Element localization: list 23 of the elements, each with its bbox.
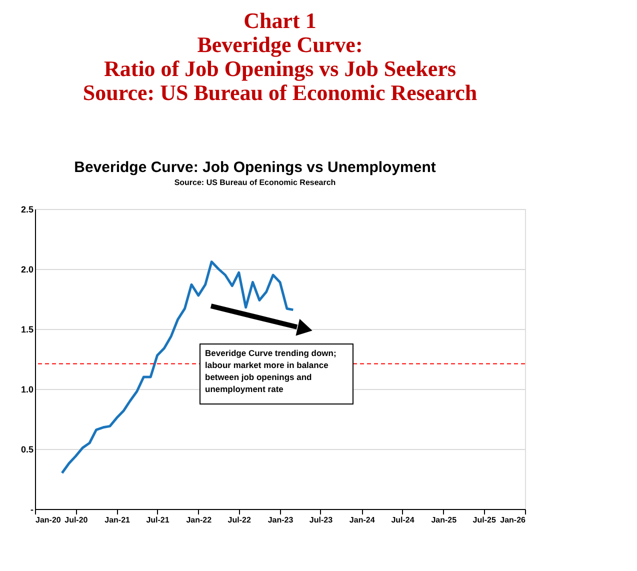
y-tick-label: 0.5: [20, 444, 34, 454]
y-tick-label: -: [30, 504, 34, 514]
source-note: Source: US Bureau of Economic Research: [174, 178, 336, 187]
y-tick-label: 1.0: [20, 384, 34, 394]
y-tick-label: 1.5: [20, 324, 34, 334]
x-tick-label: Jul-22: [228, 516, 252, 524]
x-tick-label: Jul-23: [309, 516, 334, 524]
y-tick-label: 2.5: [20, 204, 34, 214]
y-tick-label: 2.0: [20, 264, 34, 274]
chart-title: Chart 1 Beveridge Curve: Ratio of Job Openings vs Job Seekers Source: US Bureau of Economic Research: [82, 8, 478, 105]
x-tick-label: Jul-25: [472, 516, 496, 524]
x-tick-label: Jul-24: [391, 516, 415, 524]
x-tick-label: Jul-21: [146, 516, 170, 524]
x-tick-label: Jan-26: [500, 516, 526, 524]
text: Beveridge Curve: Job Openings vs Unemployment: [74, 159, 436, 176]
x-tick-label: Jan-20: [36, 516, 62, 524]
annotation: Beveridge Curve trending down; labour market more in balance between job openings and unemployment rate: [205, 348, 336, 394]
x-tick-label: Jan-21: [104, 516, 131, 524]
x-tick-label: Jan-22: [186, 516, 212, 524]
x-tick-label: Jul-20: [64, 516, 88, 524]
x-tick-label: Jan-25: [431, 516, 458, 524]
x-tick-label: Jan-24: [349, 516, 376, 524]
x-tick-label: Jan-23: [268, 516, 294, 524]
